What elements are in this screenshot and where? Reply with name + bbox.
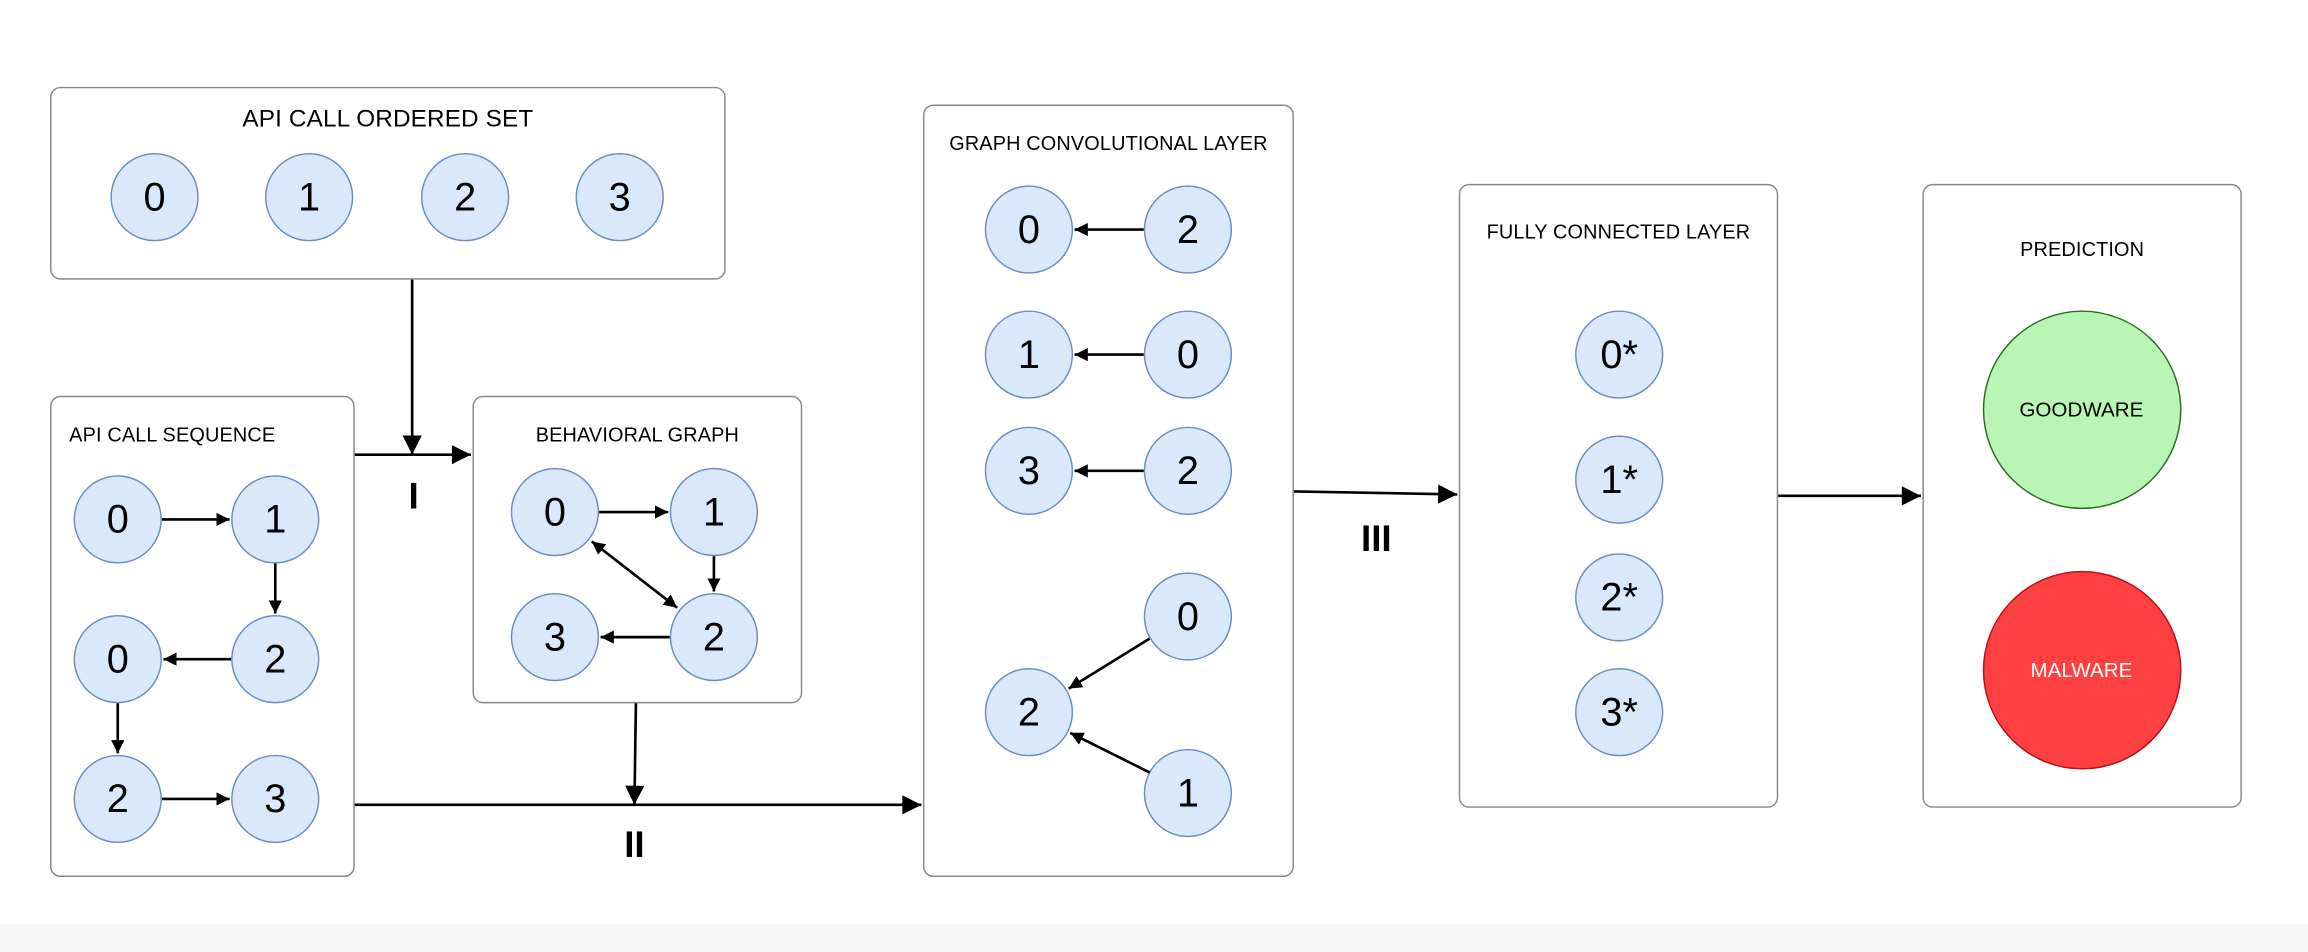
gcn-node-0c: 0 bbox=[1143, 572, 1233, 661]
ordered-set-title: API CALL ORDERED SET bbox=[242, 105, 534, 133]
gcn-node-1b: 1 bbox=[1143, 748, 1233, 838]
step-label-one: I bbox=[408, 475, 419, 518]
gcn-node-3a: 3 bbox=[984, 426, 1074, 515]
step-label-two: II bbox=[624, 824, 645, 866]
sequence-node-0a: 0 bbox=[73, 475, 162, 564]
ordered-node-2: 2 bbox=[420, 153, 510, 242]
behavioral-node-1: 1 bbox=[669, 467, 759, 557]
goodware-node: GOODWARE bbox=[1982, 309, 2181, 509]
sequence-node-3: 3 bbox=[231, 754, 320, 844]
prediction-title: PREDICTION bbox=[2020, 238, 2145, 261]
gcn-node-2b: 2 bbox=[1143, 426, 1233, 515]
step-label-three: III bbox=[1360, 518, 1392, 560]
gcn-node-0a: 0 bbox=[984, 185, 1074, 274]
ordered-node-0: 0 bbox=[110, 153, 199, 242]
sequence-node-0b: 0 bbox=[73, 615, 162, 704]
sequence-node-2a: 2 bbox=[231, 615, 320, 704]
fc-node-1: 1* bbox=[1575, 435, 1664, 524]
sequence-node-2b: 2 bbox=[73, 754, 162, 844]
malware-node: MALWARE bbox=[1982, 570, 2181, 769]
fc-title: FULLY CONNECTED LAYER bbox=[1486, 220, 1751, 243]
behavioral-node-3: 3 bbox=[510, 592, 600, 682]
gcn-node-2c: 2 bbox=[984, 668, 1074, 757]
gcn-node-1a: 1 bbox=[984, 310, 1074, 399]
gcn-title: GRAPH CONVOLUTIONAL LAYER bbox=[949, 132, 1268, 155]
ordered-node-1: 1 bbox=[264, 153, 354, 242]
sequence-title: API CALL SEQUENCE bbox=[69, 423, 276, 446]
ordered-node-3: 3 bbox=[575, 153, 664, 242]
fc-node-2: 2* bbox=[1575, 553, 1664, 642]
connector-gcn-to-fc bbox=[1293, 484, 1458, 504]
connector-behavioral-down bbox=[625, 703, 645, 805]
edge-beh-0-2 bbox=[590, 540, 678, 609]
bottom-band bbox=[0, 924, 2308, 952]
edge-gcn-0-2 bbox=[1067, 637, 1151, 690]
gcn-node-0b: 0 bbox=[1143, 310, 1233, 399]
behavioral-title: BEHAVIORAL GRAPH bbox=[535, 423, 740, 446]
edge-gcn-1-2 bbox=[1069, 731, 1151, 774]
behavioral-node-0: 0 bbox=[510, 467, 600, 557]
behavioral-node-2: 2 bbox=[669, 592, 759, 682]
fc-node-0: 0* bbox=[1575, 310, 1664, 399]
sequence-node-1: 1 bbox=[231, 475, 320, 564]
fc-node-3: 3* bbox=[1575, 668, 1664, 757]
gcn-node-2a: 2 bbox=[1143, 185, 1233, 274]
